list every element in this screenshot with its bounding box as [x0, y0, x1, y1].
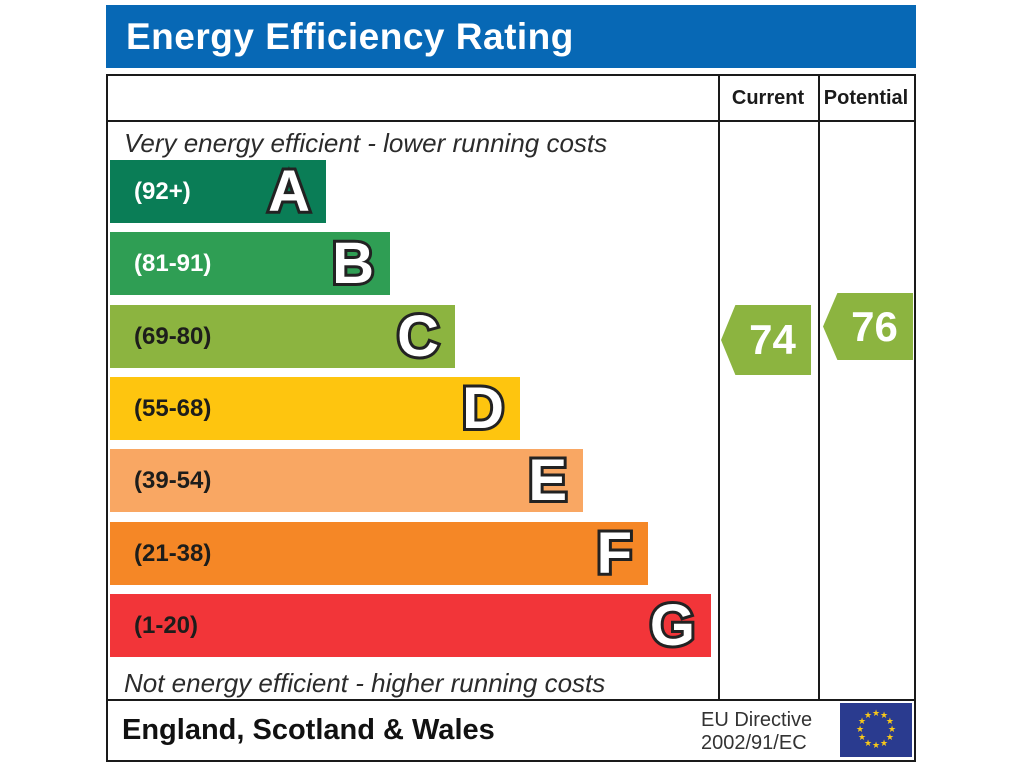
rating-table: Current Potential Very energy efficient … — [106, 74, 916, 762]
band-bar-c: (69-80) C — [110, 302, 455, 371]
svg-text:★: ★ — [856, 725, 864, 735]
svg-text:★: ★ — [880, 711, 888, 721]
band-row-b: (81-91) B — [110, 229, 716, 298]
svg-text:★: ★ — [888, 725, 896, 735]
current-column-header: Current — [731, 86, 805, 109]
svg-text:★: ★ — [864, 711, 872, 721]
svg-text:★: ★ — [872, 741, 880, 751]
eu-flag-icon: ★ ★ ★ ★ ★ ★ ★ ★ ★ ★ ★ ★ — [840, 703, 912, 757]
band-letter: D — [459, 374, 507, 443]
page-title: Energy Efficiency Rating — [126, 15, 574, 57]
bottom-caption: Not energy efficient - higher running co… — [124, 668, 606, 698]
band-bar-a: (92+) A — [110, 157, 326, 226]
eu-directive-line1: EU Directive — [701, 709, 813, 731]
band-row-f: (21-38) F — [110, 519, 716, 588]
current-column-divider — [718, 76, 720, 699]
band-range-label: (69-80) — [134, 322, 212, 350]
potential-rating-value: 76 — [851, 302, 898, 350]
svg-text:★: ★ — [886, 733, 894, 743]
band-row-a: (92+) A — [110, 157, 716, 226]
band-row-e: (39-54) E — [110, 446, 716, 515]
potential-rating-arrow: 76 — [823, 293, 913, 360]
eu-directive-label: EU Directive 2002/91/EC — [701, 709, 812, 755]
band-bar-d: (55-68) D — [110, 374, 520, 443]
energy-efficiency-certificate: Energy Efficiency Rating Current Potenti… — [106, 5, 916, 762]
svg-text:★: ★ — [864, 739, 872, 749]
current-rating-arrow: 74 — [721, 305, 811, 375]
table-header-row: Current Potential — [108, 76, 914, 122]
band-row-d: (55-68) D — [110, 374, 716, 443]
band-range-label: (81-91) — [134, 249, 212, 277]
current-rating-value: 74 — [749, 316, 796, 363]
title-bar: Energy Efficiency Rating — [106, 5, 916, 68]
potential-column-divider — [818, 76, 820, 699]
footer-row: England, Scotland & Wales EU Directive 2… — [108, 701, 914, 760]
band-letter: F — [594, 519, 636, 588]
band-bar-f: (21-38) F — [110, 519, 648, 588]
svg-text:★: ★ — [872, 709, 880, 719]
band-letter: C — [394, 302, 442, 371]
svg-text:★: ★ — [886, 717, 894, 727]
band-row-g: (1-20) G — [110, 591, 716, 660]
svg-text:★: ★ — [858, 733, 866, 743]
band-letter: A — [265, 157, 313, 226]
band-range-label: (1-20) — [134, 611, 199, 639]
svg-text:★: ★ — [880, 739, 888, 749]
band-range-label: (55-68) — [134, 394, 212, 422]
band-range-label: (21-38) — [134, 539, 212, 567]
band-bar-b: (81-91) B — [110, 229, 390, 298]
region-label: England, Scotland & Wales — [122, 714, 495, 746]
band-range-label: (92+) — [134, 177, 191, 205]
band-range-label: (39-54) — [134, 466, 212, 494]
band-bar-e: (39-54) E — [110, 446, 583, 515]
band-bar-g: (1-20) G — [110, 591, 711, 660]
potential-column-header: Potential — [823, 86, 909, 109]
footer-divider — [108, 699, 914, 701]
band-letter: B — [329, 229, 377, 298]
band-letter: G — [647, 591, 698, 660]
svg-text:★: ★ — [858, 717, 866, 727]
band-letter: E — [525, 446, 570, 515]
eu-directive-line2: 2002/91/EC — [701, 732, 807, 754]
band-row-c: (69-80) C — [110, 302, 716, 371]
top-caption: Very energy efficient - lower running co… — [124, 128, 608, 158]
